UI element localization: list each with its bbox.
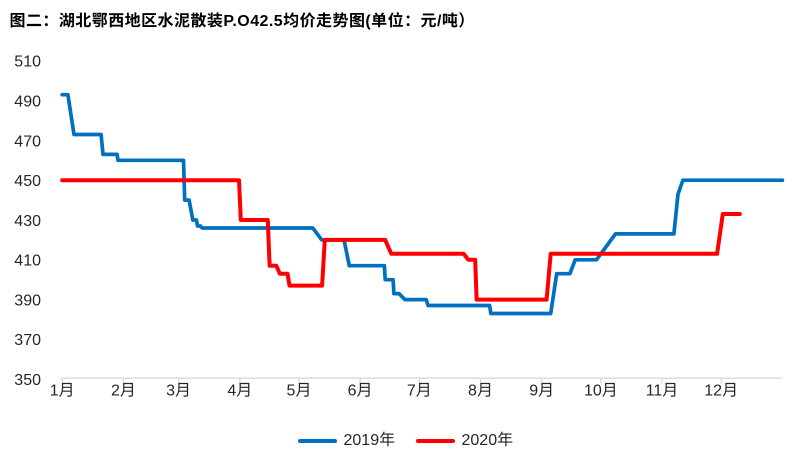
x-axis-label: 8月 [468, 383, 493, 400]
y-axis-label: 430 [14, 213, 41, 230]
y-axis-label: 350 [14, 372, 41, 389]
y-axis-label: 390 [14, 292, 41, 309]
legend-swatch-2019-icon [298, 439, 337, 444]
legend-label-2019: 2019年 [343, 432, 396, 450]
y-axis-label: 470 [14, 133, 41, 150]
chart-title: 图二：湖北鄂西地区水泥散装P.O42.5均价走势图(单位：元/吨） [9, 13, 475, 31]
x-axis-label: 5月 [287, 383, 312, 400]
x-axis-label: 11月 [646, 383, 679, 400]
x-axis-label: 1月 [50, 383, 75, 400]
x-axis-label: 4月 [227, 383, 252, 400]
x-axis-label: 7月 [407, 383, 432, 400]
x-axis-label: 12月 [704, 383, 738, 400]
x-axis-label: 3月 [166, 383, 191, 400]
legend-label-2020: 2020年 [461, 432, 514, 450]
legend-item-2019: 2019年 [298, 432, 396, 450]
y-axis-label: 490 [14, 94, 41, 111]
x-axis-label: 6月 [348, 383, 373, 400]
legend-swatch-2020-icon [416, 439, 455, 444]
x-axis-label: 2月 [111, 383, 136, 400]
x-axis-label: 9月 [529, 383, 554, 400]
y-axis-label: 370 [14, 332, 41, 349]
y-axis-label: 510 [14, 54, 41, 71]
series-line-2019年 [60, 92, 785, 316]
y-axis-label: 450 [14, 173, 41, 190]
y-axis-label: 410 [14, 253, 41, 270]
series-line-2020年 [60, 178, 742, 302]
x-axis-label: 10月 [584, 383, 618, 400]
legend-item-2020: 2020年 [416, 432, 514, 450]
